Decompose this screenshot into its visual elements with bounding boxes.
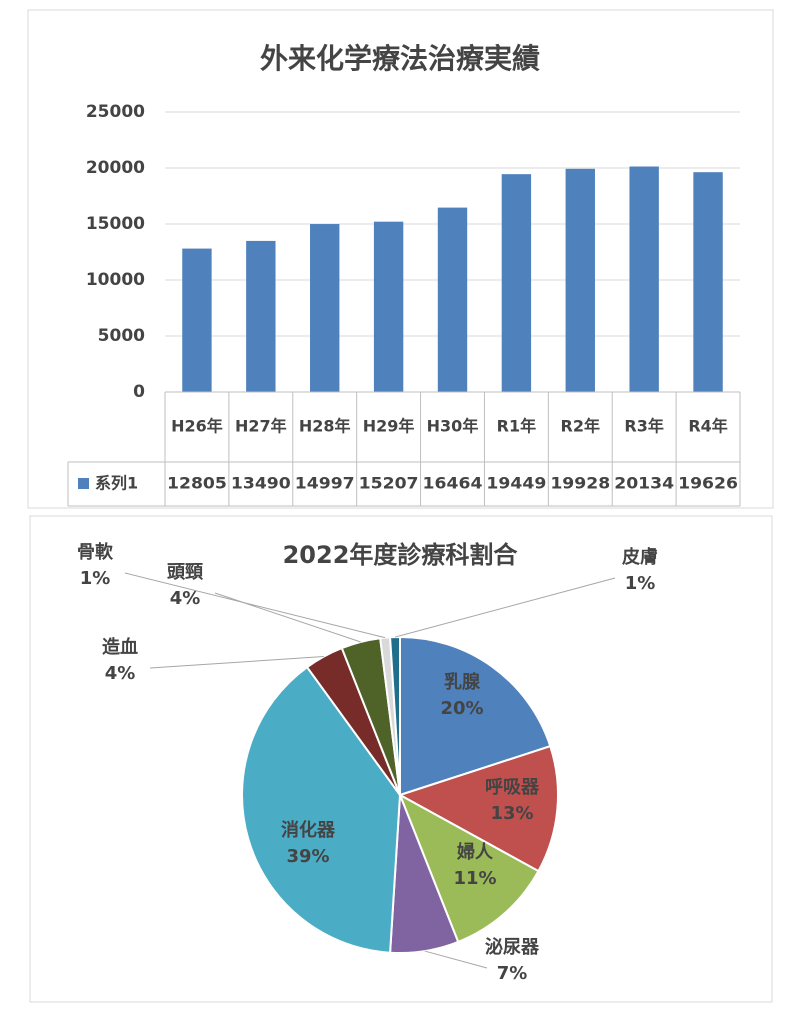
- slice-value: 4%: [170, 588, 201, 609]
- slice-value: 11%: [453, 868, 496, 889]
- bar: [693, 172, 723, 392]
- slice-label: 皮膚: [622, 546, 658, 568]
- table-value: 19449: [486, 474, 546, 493]
- leader-line: [124, 572, 386, 639]
- slice-value: 7%: [497, 963, 528, 984]
- bar-title: 外来化学療法治療実績: [260, 42, 540, 75]
- table-value: 20134: [614, 474, 674, 493]
- table-value: 19928: [550, 474, 610, 493]
- bar: [629, 166, 659, 392]
- y-tick-label: 10000: [86, 270, 145, 290]
- y-tick-label: 20000: [86, 158, 145, 178]
- slice-value: 39%: [286, 846, 329, 867]
- x-tick-label: H28年: [299, 417, 351, 436]
- table-value: 12805: [167, 474, 227, 493]
- table-value: 15207: [359, 474, 419, 493]
- x-tick-label: R2年: [561, 417, 600, 436]
- slice-label: 骨軟: [77, 541, 114, 563]
- pie-slice: [398, 792, 540, 944]
- x-tick-label: H27年: [235, 417, 287, 436]
- slice-value: 20%: [440, 698, 483, 719]
- table-value: 14997: [295, 474, 355, 493]
- bar: [437, 207, 468, 392]
- y-tick-label: 5000: [98, 326, 145, 346]
- pie-slice: [241, 665, 402, 954]
- legend-label: 系列1: [95, 474, 138, 493]
- slice-label: 造血: [102, 636, 138, 658]
- y-tick-label: 0: [133, 382, 145, 402]
- pie-title: 2022年度診療科割合: [283, 541, 519, 569]
- x-tick-label: H26年: [171, 417, 223, 436]
- table-value: 16464: [423, 474, 483, 493]
- y-tick-label: 25000: [86, 102, 145, 122]
- bar: [501, 174, 532, 392]
- bar: [182, 248, 212, 392]
- bar: [310, 224, 340, 392]
- slice-label: 婦人: [456, 841, 494, 863]
- bar: [246, 240, 276, 392]
- leader-line: [424, 950, 488, 969]
- leader-line: [149, 656, 324, 669]
- x-tick-label: R4年: [688, 417, 727, 436]
- legend-swatch: [78, 478, 89, 489]
- pie-slice: [399, 635, 552, 797]
- slice-value: 1%: [80, 568, 111, 589]
- slice-value: 4%: [105, 663, 136, 684]
- leader-line: [394, 577, 616, 638]
- x-tick-label: H30年: [427, 417, 479, 436]
- x-tick-label: H29年: [363, 417, 415, 436]
- bar: [565, 168, 595, 392]
- slice-label: 消化器: [281, 819, 336, 841]
- slice-label: 泌尿器: [485, 936, 540, 958]
- x-tick-label: R3年: [624, 417, 663, 436]
- bar: [373, 221, 404, 392]
- table-value: 13490: [231, 474, 291, 493]
- pie-slice: [397, 744, 559, 873]
- slice-label: 呼吸器: [485, 777, 540, 798]
- y-tick-label: 15000: [86, 214, 145, 234]
- x-tick-label: R1年: [497, 417, 536, 436]
- slice-label: 乳腺: [444, 671, 481, 693]
- table-value: 19626: [678, 474, 738, 493]
- slice-label: 頭頸: [167, 562, 204, 583]
- slice-value: 1%: [625, 573, 656, 594]
- slice-value: 13%: [490, 803, 533, 824]
- pie-slice: [389, 635, 401, 796]
